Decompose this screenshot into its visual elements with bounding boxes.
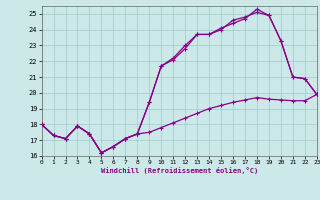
X-axis label: Windchill (Refroidissement éolien,°C): Windchill (Refroidissement éolien,°C) bbox=[100, 167, 258, 174]
